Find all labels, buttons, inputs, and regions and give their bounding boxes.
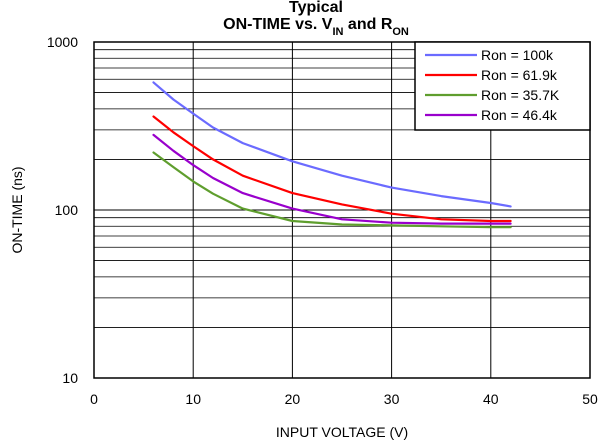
series-line-2 — [152, 115, 512, 223]
series-group — [152, 81, 512, 229]
legend-label-4: Ron = 46.4k — [481, 107, 558, 123]
y-tick-label: 10 — [62, 370, 78, 386]
x-ticks: 0 10 20 30 40 50 — [90, 391, 598, 407]
x-axis-label: INPUT VOLTAGE (V) — [276, 424, 408, 440]
x-tick-label: 0 — [90, 391, 98, 407]
legend-label-2: Ron = 61.9k — [481, 67, 558, 83]
series-line-3 — [152, 151, 512, 229]
chart-title-line-2: ON-TIME vs. VIN and RON — [223, 16, 409, 38]
legend-label-3: Ron = 35.7K — [481, 87, 560, 103]
y-ticks: 10 100 1000 — [47, 34, 78, 386]
y-axis-label: ON-TIME (ns) — [9, 166, 25, 253]
x-tick-label: 50 — [582, 391, 598, 407]
legend-label-1: Ron = 100k — [481, 47, 554, 63]
series-line-4 — [152, 133, 512, 225]
series-line-1 — [152, 81, 512, 208]
legend: Ron = 100k Ron = 61.9k Ron = 35.7K Ron = 46… — [414, 41, 591, 131]
x-tick-label: 20 — [285, 391, 301, 407]
chart-title-line-1: Typical — [289, 0, 343, 16]
y-tick-label: 100 — [55, 202, 79, 218]
x-tick-label: 30 — [384, 391, 400, 407]
plot-frame — [93, 41, 591, 379]
y-tick-label: 1000 — [47, 34, 78, 50]
x-tick-label: 10 — [185, 391, 201, 407]
x-tick-label: 40 — [483, 391, 499, 407]
